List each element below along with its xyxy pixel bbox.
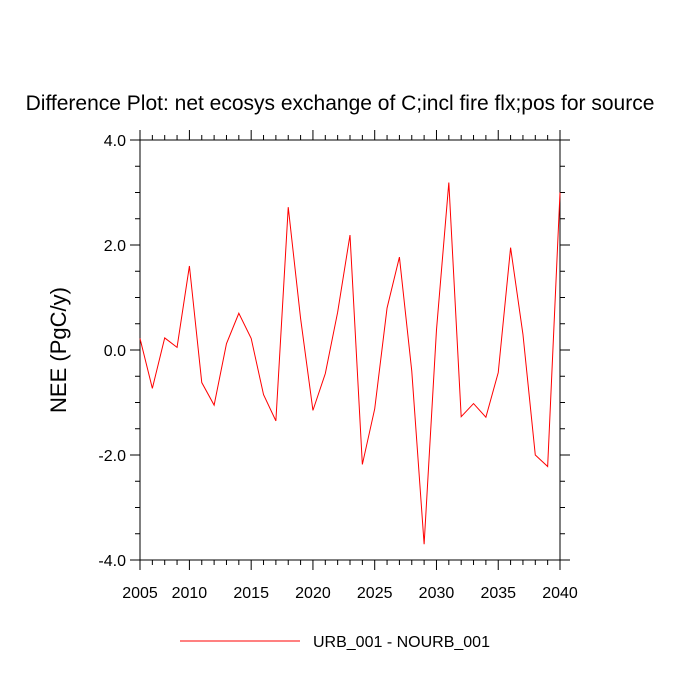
- y-tick-label: -4.0: [98, 553, 126, 570]
- y-tick-label: 2.0: [104, 238, 126, 255]
- y-tick-label: -2.0: [98, 448, 126, 465]
- y-tick-label: 0.0: [104, 343, 126, 360]
- y-tick-label: 4.0: [104, 133, 126, 150]
- series-line: [139, 182, 561, 545]
- x-tick-label: 2020: [295, 585, 331, 602]
- axis-tick-labels: 2005 2010 2015 2020 2025 2030 2035 2040 4.0 2.0 0.…: [98, 133, 577, 602]
- x-tick-label: 2035: [480, 585, 516, 602]
- x-tick-label: 2025: [357, 585, 393, 602]
- axis-ticks: [130, 130, 570, 570]
- chart-title: Difference Plot: net ecosys exchange of …: [26, 92, 655, 115]
- legend: URB_001 - NOURB_001: [180, 634, 490, 651]
- legend-label: URB_001 - NOURB_001: [313, 634, 490, 651]
- x-tick-label: 2030: [419, 585, 455, 602]
- plot-frame: [139, 139, 561, 561]
- x-tick-label: 2040: [542, 585, 578, 602]
- x-tick-label: 2005: [122, 585, 158, 602]
- x-tick-label: 2015: [233, 585, 269, 602]
- y-axis-label: NEE (PgC/y): [46, 287, 71, 413]
- series-lines: [139, 182, 561, 545]
- x-tick-label: 2010: [172, 585, 208, 602]
